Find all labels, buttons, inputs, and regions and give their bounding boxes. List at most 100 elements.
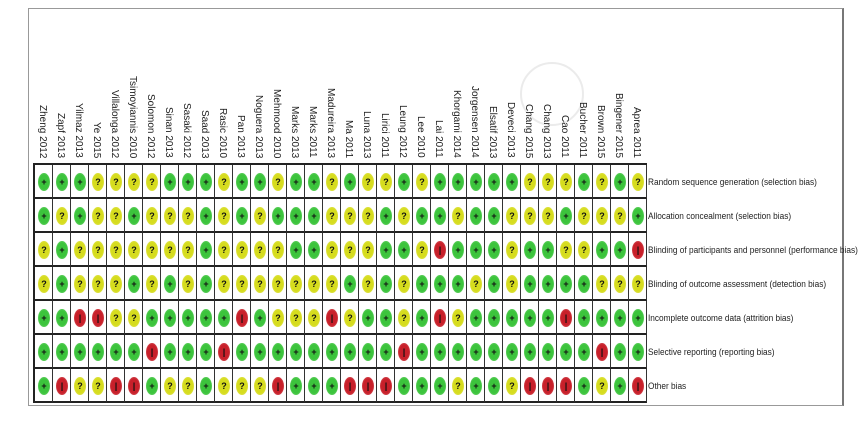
judgement-cell: +: [575, 301, 593, 335]
unclear-risk-icon: ?: [218, 377, 230, 395]
high-risk-icon: |: [344, 377, 356, 395]
low-risk-icon: +: [110, 343, 122, 361]
judgement-cell: +: [197, 369, 215, 403]
judgement-cell: +: [377, 335, 395, 369]
low-risk-icon: +: [128, 343, 140, 361]
judgement-cell: +: [251, 301, 269, 335]
low-risk-icon: +: [506, 343, 518, 361]
study-label: Madureira 2013: [325, 87, 336, 158]
low-risk-icon: +: [200, 241, 212, 259]
study-label: Khorgami 2014: [451, 90, 462, 158]
judgement-cell: ?: [215, 199, 233, 233]
low-risk-icon: +: [542, 309, 554, 327]
judgement-cell: +: [395, 369, 413, 403]
low-risk-icon: +: [128, 207, 140, 225]
unclear-risk-icon: ?: [182, 275, 194, 293]
domain-label: Blinding of outcome assessment (detectio…: [648, 279, 827, 289]
low-risk-icon: +: [470, 241, 482, 259]
judgement-cell: +: [485, 301, 503, 335]
judgement-cell: ?: [125, 165, 143, 199]
low-risk-icon: +: [434, 343, 446, 361]
low-risk-icon: +: [380, 207, 392, 225]
unclear-risk-icon: ?: [92, 241, 104, 259]
judgement-cell: +: [593, 233, 611, 267]
judgement-cell: ?: [35, 233, 53, 267]
unclear-risk-icon: ?: [164, 207, 176, 225]
low-risk-icon: +: [578, 309, 590, 327]
judgement-cell: +: [179, 301, 197, 335]
unclear-risk-icon: ?: [632, 173, 644, 191]
judgement-cell: ?: [359, 165, 377, 199]
judgement-cell: +: [305, 335, 323, 369]
judgement-cell: ?: [233, 369, 251, 403]
low-risk-icon: +: [416, 343, 428, 361]
judgement-cell: +: [251, 165, 269, 199]
judgement-cell: +: [287, 233, 305, 267]
judgement-cell: +: [53, 267, 71, 301]
judgement-cell: ?: [539, 199, 557, 233]
judgement-cell: ?: [611, 267, 629, 301]
judgement-cell: +: [305, 369, 323, 403]
judgement-cell: +: [179, 165, 197, 199]
judgement-cell: +: [503, 165, 521, 199]
judgement-cell: ?: [143, 199, 161, 233]
unclear-risk-icon: ?: [110, 275, 122, 293]
judgement-cell: +: [71, 335, 89, 369]
unclear-risk-icon: ?: [56, 207, 68, 225]
low-risk-icon: +: [542, 343, 554, 361]
judgement-cell: ?: [125, 233, 143, 267]
judgement-cell: |: [431, 233, 449, 267]
judgement-cell: +: [431, 165, 449, 199]
judgement-cell: +: [197, 233, 215, 267]
judgement-cell: ?: [107, 267, 125, 301]
low-risk-icon: +: [578, 173, 590, 191]
unclear-risk-icon: ?: [290, 275, 302, 293]
judgement-cell: |: [323, 301, 341, 335]
low-risk-icon: +: [362, 309, 374, 327]
high-risk-icon: |: [272, 377, 284, 395]
judgement-cell: +: [53, 165, 71, 199]
low-risk-icon: +: [254, 309, 266, 327]
unclear-risk-icon: ?: [542, 173, 554, 191]
low-risk-icon: +: [74, 207, 86, 225]
judgement-cell: ?: [341, 301, 359, 335]
unclear-risk-icon: ?: [272, 309, 284, 327]
study-label: Ye 2015: [91, 121, 102, 158]
judgement-cell: +: [611, 335, 629, 369]
risk-of-bias-grid: + + +???? + + +? + +? + +? +?? +? + + + + +??? +? +? +? +?? +…: [33, 163, 647, 403]
judgement-cell: ?: [413, 165, 431, 199]
low-risk-icon: +: [56, 309, 68, 327]
low-risk-icon: +: [128, 275, 140, 293]
domain-label: Random sequence generation (selection bi…: [648, 177, 817, 187]
low-risk-icon: +: [38, 343, 50, 361]
judgement-cell: ?: [215, 233, 233, 267]
judgement-cell: +: [305, 199, 323, 233]
low-risk-icon: +: [200, 275, 212, 293]
judgement-cell: |: [395, 335, 413, 369]
judgement-cell: |: [359, 369, 377, 403]
low-risk-icon: +: [578, 275, 590, 293]
high-risk-icon: |: [146, 343, 158, 361]
unclear-risk-icon: ?: [218, 173, 230, 191]
judgement-cell: +: [215, 301, 233, 335]
study-label: Marks 2011: [307, 106, 318, 158]
judgement-cell: +: [197, 267, 215, 301]
judgement-cell: +: [629, 199, 647, 233]
unclear-risk-icon: ?: [452, 309, 464, 327]
unclear-risk-icon: ?: [272, 241, 284, 259]
judgement-cell: ?: [503, 267, 521, 301]
judgement-cell: +: [125, 199, 143, 233]
judgement-cell: ?: [89, 233, 107, 267]
judgement-cell: ?: [233, 233, 251, 267]
study-label: Bingener 2015: [613, 92, 624, 158]
unclear-risk-icon: ?: [290, 309, 302, 327]
judgement-cell: |: [521, 369, 539, 403]
judgement-cell: ?: [179, 199, 197, 233]
judgement-cell: +: [377, 267, 395, 301]
judgement-cell: +: [467, 369, 485, 403]
judgement-cell: +: [485, 233, 503, 267]
judgement-cell: +: [233, 335, 251, 369]
judgement-cell: +: [323, 335, 341, 369]
judgement-cell: +: [503, 301, 521, 335]
judgement-cell: ?: [143, 233, 161, 267]
